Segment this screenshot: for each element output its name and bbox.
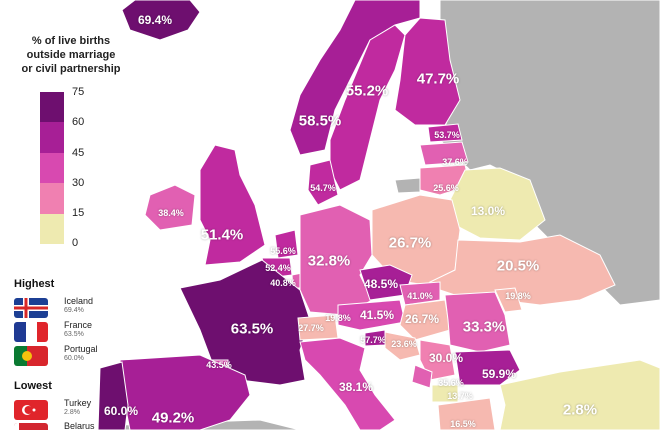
scale-swatch [40,92,64,123]
lowest-heading: Lowest [14,380,52,392]
highest-country-value: 63.5% [64,331,84,338]
legend-title: % of live births outside marriage or civ… [6,34,136,76]
map-label: 43.5% [206,360,232,370]
legend-title-line: or civil partnership [21,63,121,75]
scale-swatch [40,152,64,184]
country-turkey [499,359,660,430]
scale-tick: 75 [72,86,85,98]
map-label: 69.4% [137,13,173,27]
map-label: 16.5% [450,419,476,429]
country-italy [299,337,396,430]
country-romania [444,291,511,353]
map-label: 37.6% [442,157,468,167]
map-label: 60.0% [103,404,139,418]
map-label: 13.7% [447,391,473,401]
france-flag-icon [14,322,48,342]
map-label: 48.5% [363,277,399,291]
map-label: 47.7% [416,70,460,88]
scale-tick: 60 [72,116,85,128]
map-label: 25.6% [433,183,459,193]
country-moldova [494,287,523,313]
map-label: 38.4% [158,208,184,218]
legend-title-line: % of live births [31,35,111,47]
map-label: 63.5% [230,320,274,338]
map-label: 41.5% [359,308,395,322]
scale-swatch [40,122,64,153]
country-austria [337,299,406,331]
map-label: 40.8% [270,278,296,288]
scale-swatch [40,183,64,214]
highest-heading: Highest [14,278,55,290]
country-netherlands [274,229,299,259]
map-label: 53.7% [434,130,460,140]
country-bulgaria [454,349,521,386]
map-label: 26.7% [388,234,432,252]
country-uk [199,144,266,266]
map-label: 19.8% [505,291,531,301]
highest-country-name: Portugal [64,344,98,354]
country-ireland [144,184,196,231]
map-label: 57.7% [360,335,386,345]
map-label: 13.0% [470,204,506,218]
map-label: 51.4% [200,226,244,244]
country-ukraine [429,234,616,306]
map-label: 54.7% [310,183,336,193]
map-label: 20.5% [496,257,540,275]
country-estonia [427,123,463,143]
map-label: 41.0% [407,291,433,301]
country-croatia [384,331,421,361]
scale-tick: 15 [72,207,85,219]
country-portugal [97,361,129,430]
highest-country-value: 60.0% [64,355,84,362]
country-serbia [419,339,456,381]
country-iceland [121,0,201,41]
color-scale [40,92,64,244]
map-label: 33.3% [462,318,506,336]
map-label: 55.6% [270,246,296,256]
kaliningrad-region [394,177,421,194]
country-denmark [307,159,339,206]
portugal-flag-icon [14,346,48,366]
belarus-flag-icon [14,423,48,430]
map-label: 38.1% [338,380,374,394]
country-finland [394,17,461,126]
country-latvia [419,141,469,166]
highest-country-name: France [64,320,93,330]
scale-tick: 45 [72,147,85,159]
scale-tick: 30 [72,177,85,189]
country-sweden [329,24,406,191]
scale-tick: 0 [72,237,79,249]
map-label: 59.9% [481,367,517,381]
map-label: 32.8% [307,252,351,270]
country-slovakia [399,281,441,306]
map-label: 23.6% [391,339,417,349]
country-hungary [399,299,451,341]
map-label: 52.4% [265,263,291,273]
map-label: 49.2% [151,409,195,427]
lowest-country-name: Turkey [64,398,92,408]
map-label: 55.2% [345,82,389,100]
country-greece [437,397,496,430]
map-label: 19.8% [325,313,351,323]
lowest-country-name: Belarus [64,421,95,430]
map-label: 27.7% [298,323,324,333]
turkey-flag-icon [14,400,48,420]
map-label: 26.7% [404,312,440,326]
map-label: 35.6% [438,378,464,388]
country-norway [289,0,421,156]
country-montenegro [411,364,433,389]
scale-swatch [40,213,64,244]
highest-country-name: Iceland [64,296,94,306]
map-label: 30.0% [428,351,464,365]
iceland-flag-icon [14,298,48,318]
map-label: 58.5% [298,112,342,130]
lowest-country-value: 2.8% [64,409,80,416]
highest-country-value: 69.4% [64,307,84,314]
map-label: 2.8% [562,401,598,419]
legend-title-line: outside marriage [26,49,116,61]
